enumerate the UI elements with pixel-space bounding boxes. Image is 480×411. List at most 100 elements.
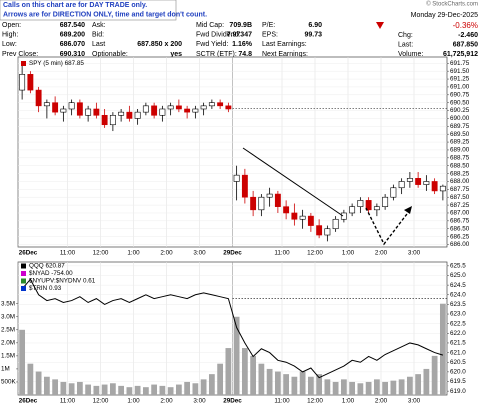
quote-label: Volume: <box>398 51 423 58</box>
field-value: 6.90 <box>308 22 322 29</box>
x-tick-label: 2:00 <box>160 398 173 405</box>
field-label: Ask: <box>92 22 106 29</box>
candle-body <box>167 105 174 110</box>
legend-label: $NYAD -754.00 <box>29 270 73 277</box>
y-tick-label: 625.5 <box>450 263 466 270</box>
x-tick-label: 29Dec <box>223 398 242 405</box>
notice-line: Calls on this chart are for DAY TRADE on… <box>3 2 147 9</box>
field-value: 690.310 <box>60 51 85 58</box>
candle-body <box>175 105 182 110</box>
field-value: 687.540 <box>60 22 85 29</box>
volume-bar <box>250 355 257 395</box>
field-label: Prev Close: <box>2 51 38 58</box>
candle-body <box>43 102 50 107</box>
candle-body <box>274 193 281 207</box>
volume-bar <box>307 376 314 395</box>
x-tick-label: 26Dec <box>19 250 38 257</box>
down-arrow-icon <box>376 22 384 29</box>
field-label: Mid Cap: <box>196 22 224 29</box>
quote-label: Last: <box>398 42 413 49</box>
volume-bar <box>126 387 133 395</box>
x-tick-label: 3:00 <box>408 250 421 257</box>
volume-bar <box>159 385 166 395</box>
quote-label: Chg: <box>398 32 413 39</box>
y-tick-label: 688.75 <box>450 155 470 162</box>
volume-bar <box>217 363 224 395</box>
candle-body <box>27 74 34 91</box>
candle-body <box>68 102 75 110</box>
candle-body <box>109 114 116 126</box>
x-tick-label: 2:00 <box>375 398 388 405</box>
legend-swatch <box>21 271 26 276</box>
candle-body <box>159 108 166 116</box>
volume-bar <box>85 384 92 395</box>
volume-bar <box>439 303 446 395</box>
y-tick-label: 1.5M <box>1 353 15 360</box>
volume-bar <box>423 368 430 395</box>
candle-body <box>431 181 438 192</box>
candle-body <box>307 215 314 226</box>
x-tick-label: 12:00 <box>93 398 109 405</box>
candle-body <box>85 108 92 116</box>
y-tick-label: 689.00 <box>450 147 470 154</box>
y-tick-label: 3.0M <box>1 313 15 320</box>
field-label: Bid: <box>92 32 104 39</box>
candle-body <box>439 185 446 192</box>
field-label: Open: <box>2 22 21 29</box>
notice-line: Arrows are for DIRECTION ONLY, time and … <box>3 11 207 18</box>
y-tick-label: 687.25 <box>450 202 470 209</box>
y-tick-label: 620.5 <box>450 359 466 366</box>
field-label: Low: <box>2 41 17 48</box>
candle-body <box>373 206 380 211</box>
volume-bar <box>68 383 75 395</box>
legend-swatch <box>21 278 26 284</box>
candle-body <box>225 105 232 110</box>
candle-body <box>101 114 108 126</box>
volume-bar <box>35 371 42 395</box>
y-tick-label: 621.5 <box>450 340 466 347</box>
y-tick-label: 500K <box>1 379 17 386</box>
volume-bar <box>101 384 108 395</box>
y-tick-label: 687.75 <box>450 186 470 193</box>
candle-body <box>283 206 290 214</box>
field-value: 686.070 <box>60 41 85 48</box>
trend-line <box>242 147 344 217</box>
x-tick-label: 12:00 <box>307 250 323 257</box>
x-tick-label: 3:00 <box>193 398 206 405</box>
candle-body <box>241 174 248 198</box>
candle-body <box>19 74 26 91</box>
candle-body <box>382 196 389 207</box>
y-tick-label: 691.50 <box>450 68 470 75</box>
candle-body <box>60 108 67 113</box>
volume-bar <box>208 374 215 395</box>
candle-body <box>340 212 347 220</box>
candle-body <box>406 178 413 182</box>
field-label: Next Earnings: <box>262 51 308 58</box>
volume-bar <box>398 379 405 395</box>
volume-bar <box>415 374 422 395</box>
direction-arrow <box>365 207 411 246</box>
volume-bar <box>118 385 125 395</box>
legend-label: $NYUPV:$NYDNV 0.61 <box>29 278 96 285</box>
field-value: 1.16% <box>232 41 253 48</box>
chart-title: SPY (5 min) 687.85 <box>29 60 84 67</box>
y-tick-label: 619.5 <box>450 378 466 385</box>
volume-bar <box>233 316 240 395</box>
volume-bar <box>60 381 67 395</box>
y-tick-label: 624.5 <box>450 282 466 289</box>
candle-body <box>357 200 364 207</box>
x-tick-label: 11:00 <box>60 398 76 405</box>
quote-value: -2.460 <box>458 32 478 39</box>
volume-bar <box>299 371 306 395</box>
y-tick-label: 621.0 <box>450 349 466 356</box>
chart-panel: 26Dec 11:00 12:00 1:00 2:00 3:00 29Dec 11:00 12:… <box>1 261 466 405</box>
y-tick-label: 690.25 <box>450 107 470 114</box>
field-label: EPS: <box>262 32 278 39</box>
y-tick-label: 690.50 <box>450 99 470 106</box>
y-tick-label: 691.25 <box>450 76 470 83</box>
field-label: SCTR (ETF): <box>196 51 237 58</box>
volume-bar <box>225 348 232 395</box>
volume-bar <box>93 385 100 395</box>
plots: 26Dec 11:00 12:00 1:00 2:00 3:00 29Dec 11:00 12:… <box>1 56 470 405</box>
